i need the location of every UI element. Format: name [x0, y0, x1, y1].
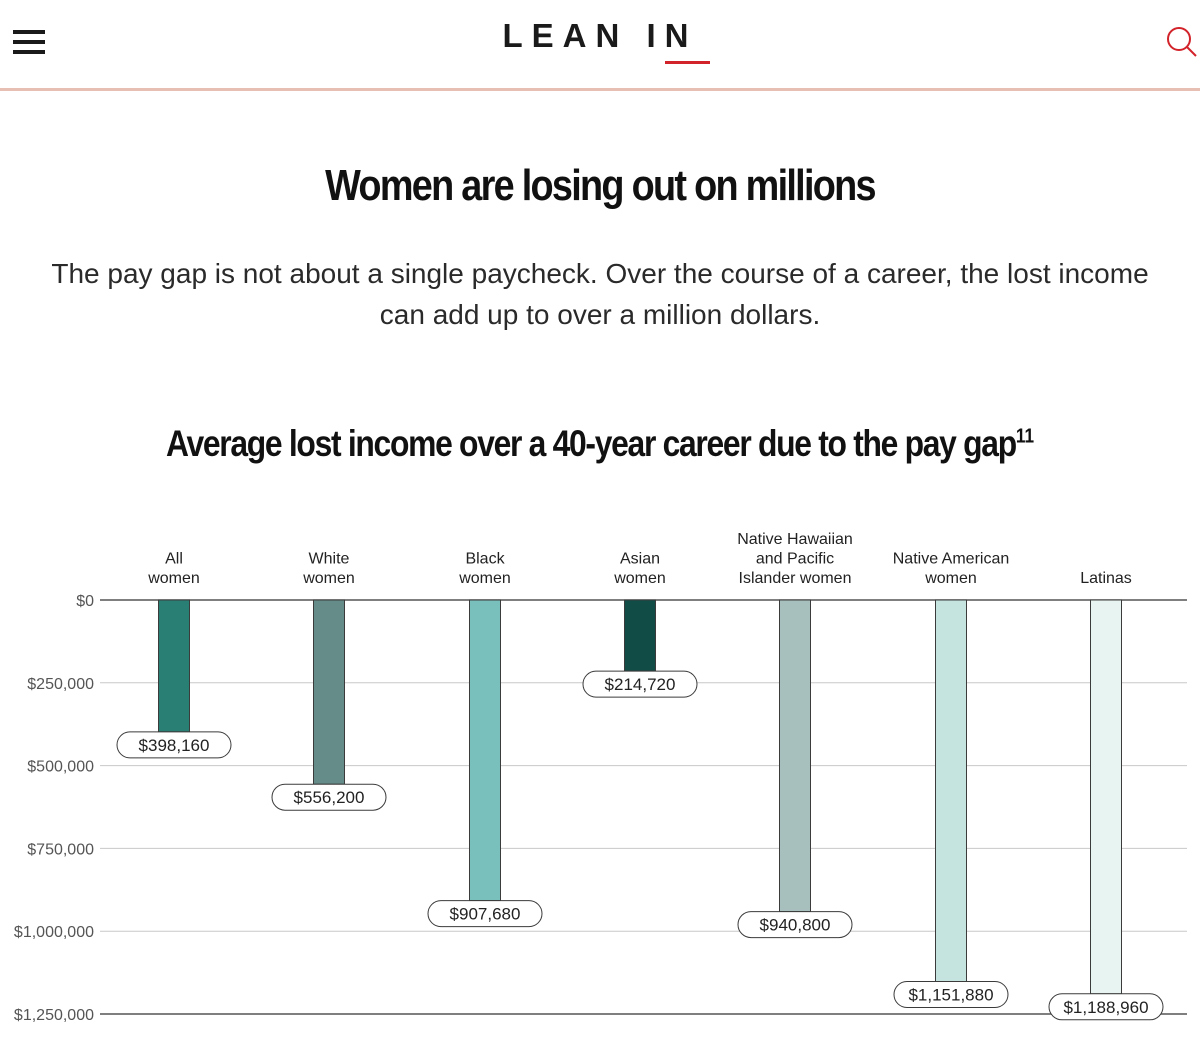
value-label: $398,160 [139, 736, 210, 755]
logo-underline [665, 61, 710, 64]
category-label: Native American [893, 551, 1010, 568]
y-tick-label: $250,000 [27, 676, 94, 693]
value-label: $1,151,880 [908, 986, 993, 1005]
y-tick-label: $750,000 [27, 841, 94, 858]
category-label: women [147, 570, 200, 587]
value-label-pill [271, 783, 387, 811]
value-label-pill [582, 670, 698, 698]
category-label: Asian [620, 551, 660, 568]
site-logo[interactable]: LEAN IN [502, 17, 698, 54]
category-label: Latinas [1080, 570, 1132, 587]
bar [624, 599, 656, 672]
chart-title: Average lost income over a 40-year caree… [84, 423, 1116, 465]
bar [935, 599, 967, 983]
value-label: $1,188,960 [1063, 998, 1148, 1017]
value-label-pill [737, 911, 853, 939]
category-label: and Pacific [756, 551, 834, 568]
search-icon[interactable] [1164, 24, 1198, 58]
bar [313, 599, 345, 785]
category-label: women [613, 570, 666, 587]
category-label: Islander women [739, 570, 852, 587]
category-label: women [458, 570, 511, 587]
chart-title-footnote: 11 [1015, 425, 1035, 448]
value-label-pill [427, 900, 543, 928]
bar [469, 599, 501, 902]
bar [1090, 599, 1122, 995]
value-label-pill [893, 981, 1009, 1009]
bar [779, 599, 811, 913]
value-label-pill [116, 731, 232, 759]
category-label: women [924, 570, 977, 587]
page-headline: Women are losing out on millions [325, 161, 876, 210]
y-tick-label: $0 [76, 593, 94, 610]
category-label: All [165, 551, 183, 568]
value-label: $556,200 [294, 788, 365, 807]
page-subtitle: The pay gap is not about a single payche… [51, 258, 1149, 330]
top-bar: LEAN IN [0, 0, 1200, 91]
y-tick-label: $1,000,000 [14, 924, 94, 941]
chart-title-text: Average lost income over a 40-year caree… [165, 423, 1017, 464]
y-tick-label: $500,000 [27, 759, 94, 776]
category-label: White [309, 551, 350, 568]
category-label: Native Hawaiian [737, 531, 853, 548]
category-label: women [302, 570, 355, 587]
value-label: $907,680 [450, 905, 521, 924]
value-label: $214,720 [605, 675, 676, 694]
bar [158, 599, 190, 733]
hamburger-menu-icon[interactable] [13, 30, 45, 56]
category-label: Black [465, 551, 505, 568]
value-label-pill [1048, 993, 1164, 1021]
y-tick-label: $1,250,000 [14, 1007, 94, 1024]
value-label: $940,800 [760, 916, 831, 935]
